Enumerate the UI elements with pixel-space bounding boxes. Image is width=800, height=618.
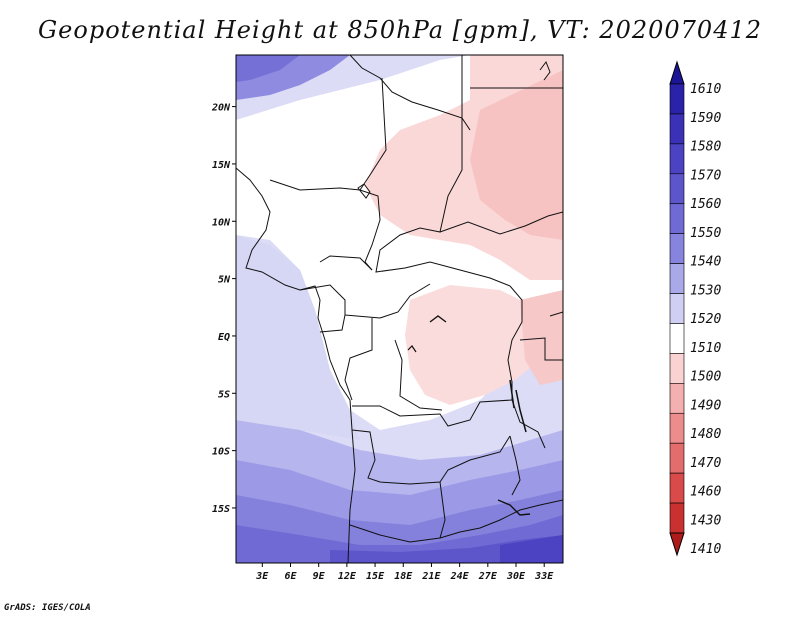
colorbar-label: 1580 — [690, 140, 721, 155]
colorbar-top-arrow — [669, 60, 685, 85]
colorbar-swatch — [669, 502, 685, 534]
colorbar-swatch — [669, 143, 685, 175]
lon-tick-label: 6E — [284, 571, 297, 582]
lat-tick-label: 15S — [212, 504, 230, 515]
colorbar-swatch — [669, 412, 685, 444]
colorbar-swatch — [669, 203, 685, 234]
lon-tick-label: 9E — [313, 571, 326, 582]
colorbar-swatch — [669, 263, 685, 294]
longitude-axis: 3E 6E 9E 12E 15E 18E 21E 24E 27E 30E 33E — [255, 563, 554, 582]
colorbar-swatch — [669, 83, 685, 115]
credit-text: GrADS: IGES/COLA — [4, 603, 91, 613]
colorbar-label: 1610 — [690, 82, 721, 97]
colorbar-label: 1550 — [690, 226, 721, 241]
colorbar-swatch — [669, 293, 685, 324]
colorbar-label: 1540 — [690, 255, 721, 270]
map-frame — [235, 54, 564, 564]
colorbar-label: 1570 — [690, 168, 721, 183]
colorbar-swatch — [669, 233, 685, 264]
colorbar-swatch — [669, 442, 685, 474]
height-field — [236, 55, 563, 563]
colorbar-label: 1460 — [690, 485, 721, 500]
colorbar-label: 1470 — [690, 456, 721, 471]
country-borders — [236, 55, 563, 563]
lat-tick-label: 20N — [211, 103, 231, 114]
colorbar-bottom-arrow — [669, 532, 685, 557]
map-title: Geopotential Height at 850hPa [gpm], VT:… — [38, 16, 762, 44]
colorbar-swatch — [669, 113, 685, 145]
colorbar-swatch — [669, 353, 685, 384]
colorbar-swatch — [669, 472, 685, 504]
colorbar-label: 1530 — [690, 283, 721, 298]
colorbar-label: 1480 — [690, 427, 721, 442]
lon-tick-label: 24E — [450, 571, 470, 582]
colorbar-label: 1510 — [690, 341, 721, 356]
colorbar-label: 1430 — [690, 513, 721, 528]
colorbar-label: 1520 — [690, 312, 721, 327]
lon-tick-label: 33E — [534, 571, 554, 582]
colorbar-label: 1410 — [690, 542, 721, 557]
lon-tick-label: 15E — [366, 571, 385, 582]
colorbar-swatch — [669, 323, 685, 354]
lat-tick-label: EQ — [218, 332, 230, 343]
lat-tick-label: 5N — [218, 275, 231, 286]
lon-tick-label: 21E — [421, 571, 441, 582]
colorbar-label: 1490 — [690, 398, 721, 413]
lon-tick-label: 3E — [255, 571, 269, 582]
lat-tick-label: 10S — [212, 447, 230, 458]
lon-tick-label: 12E — [338, 571, 357, 582]
colorbar-label: 1500 — [690, 370, 721, 385]
colorbar: 1610 1590 1580 1570 1560 1550 1540 1530 1520 1510… — [669, 60, 721, 557]
colorbar-swatch — [669, 173, 685, 205]
colorbar-swatch — [669, 383, 685, 414]
lon-tick-label: 18E — [394, 571, 413, 582]
latitude-axis: 20N 15N 10N 5N EQ 5S 10S 15S — [211, 103, 236, 515]
lat-tick-label: 15N — [212, 160, 231, 171]
lat-tick-label: 5S — [218, 389, 230, 400]
lat-tick-label: 10N — [212, 217, 231, 228]
colorbar-label: 1560 — [690, 197, 721, 212]
colorbar-label: 1590 — [690, 111, 721, 126]
lon-tick-label: 27E — [478, 571, 498, 582]
lon-tick-label: 30E — [506, 571, 526, 582]
